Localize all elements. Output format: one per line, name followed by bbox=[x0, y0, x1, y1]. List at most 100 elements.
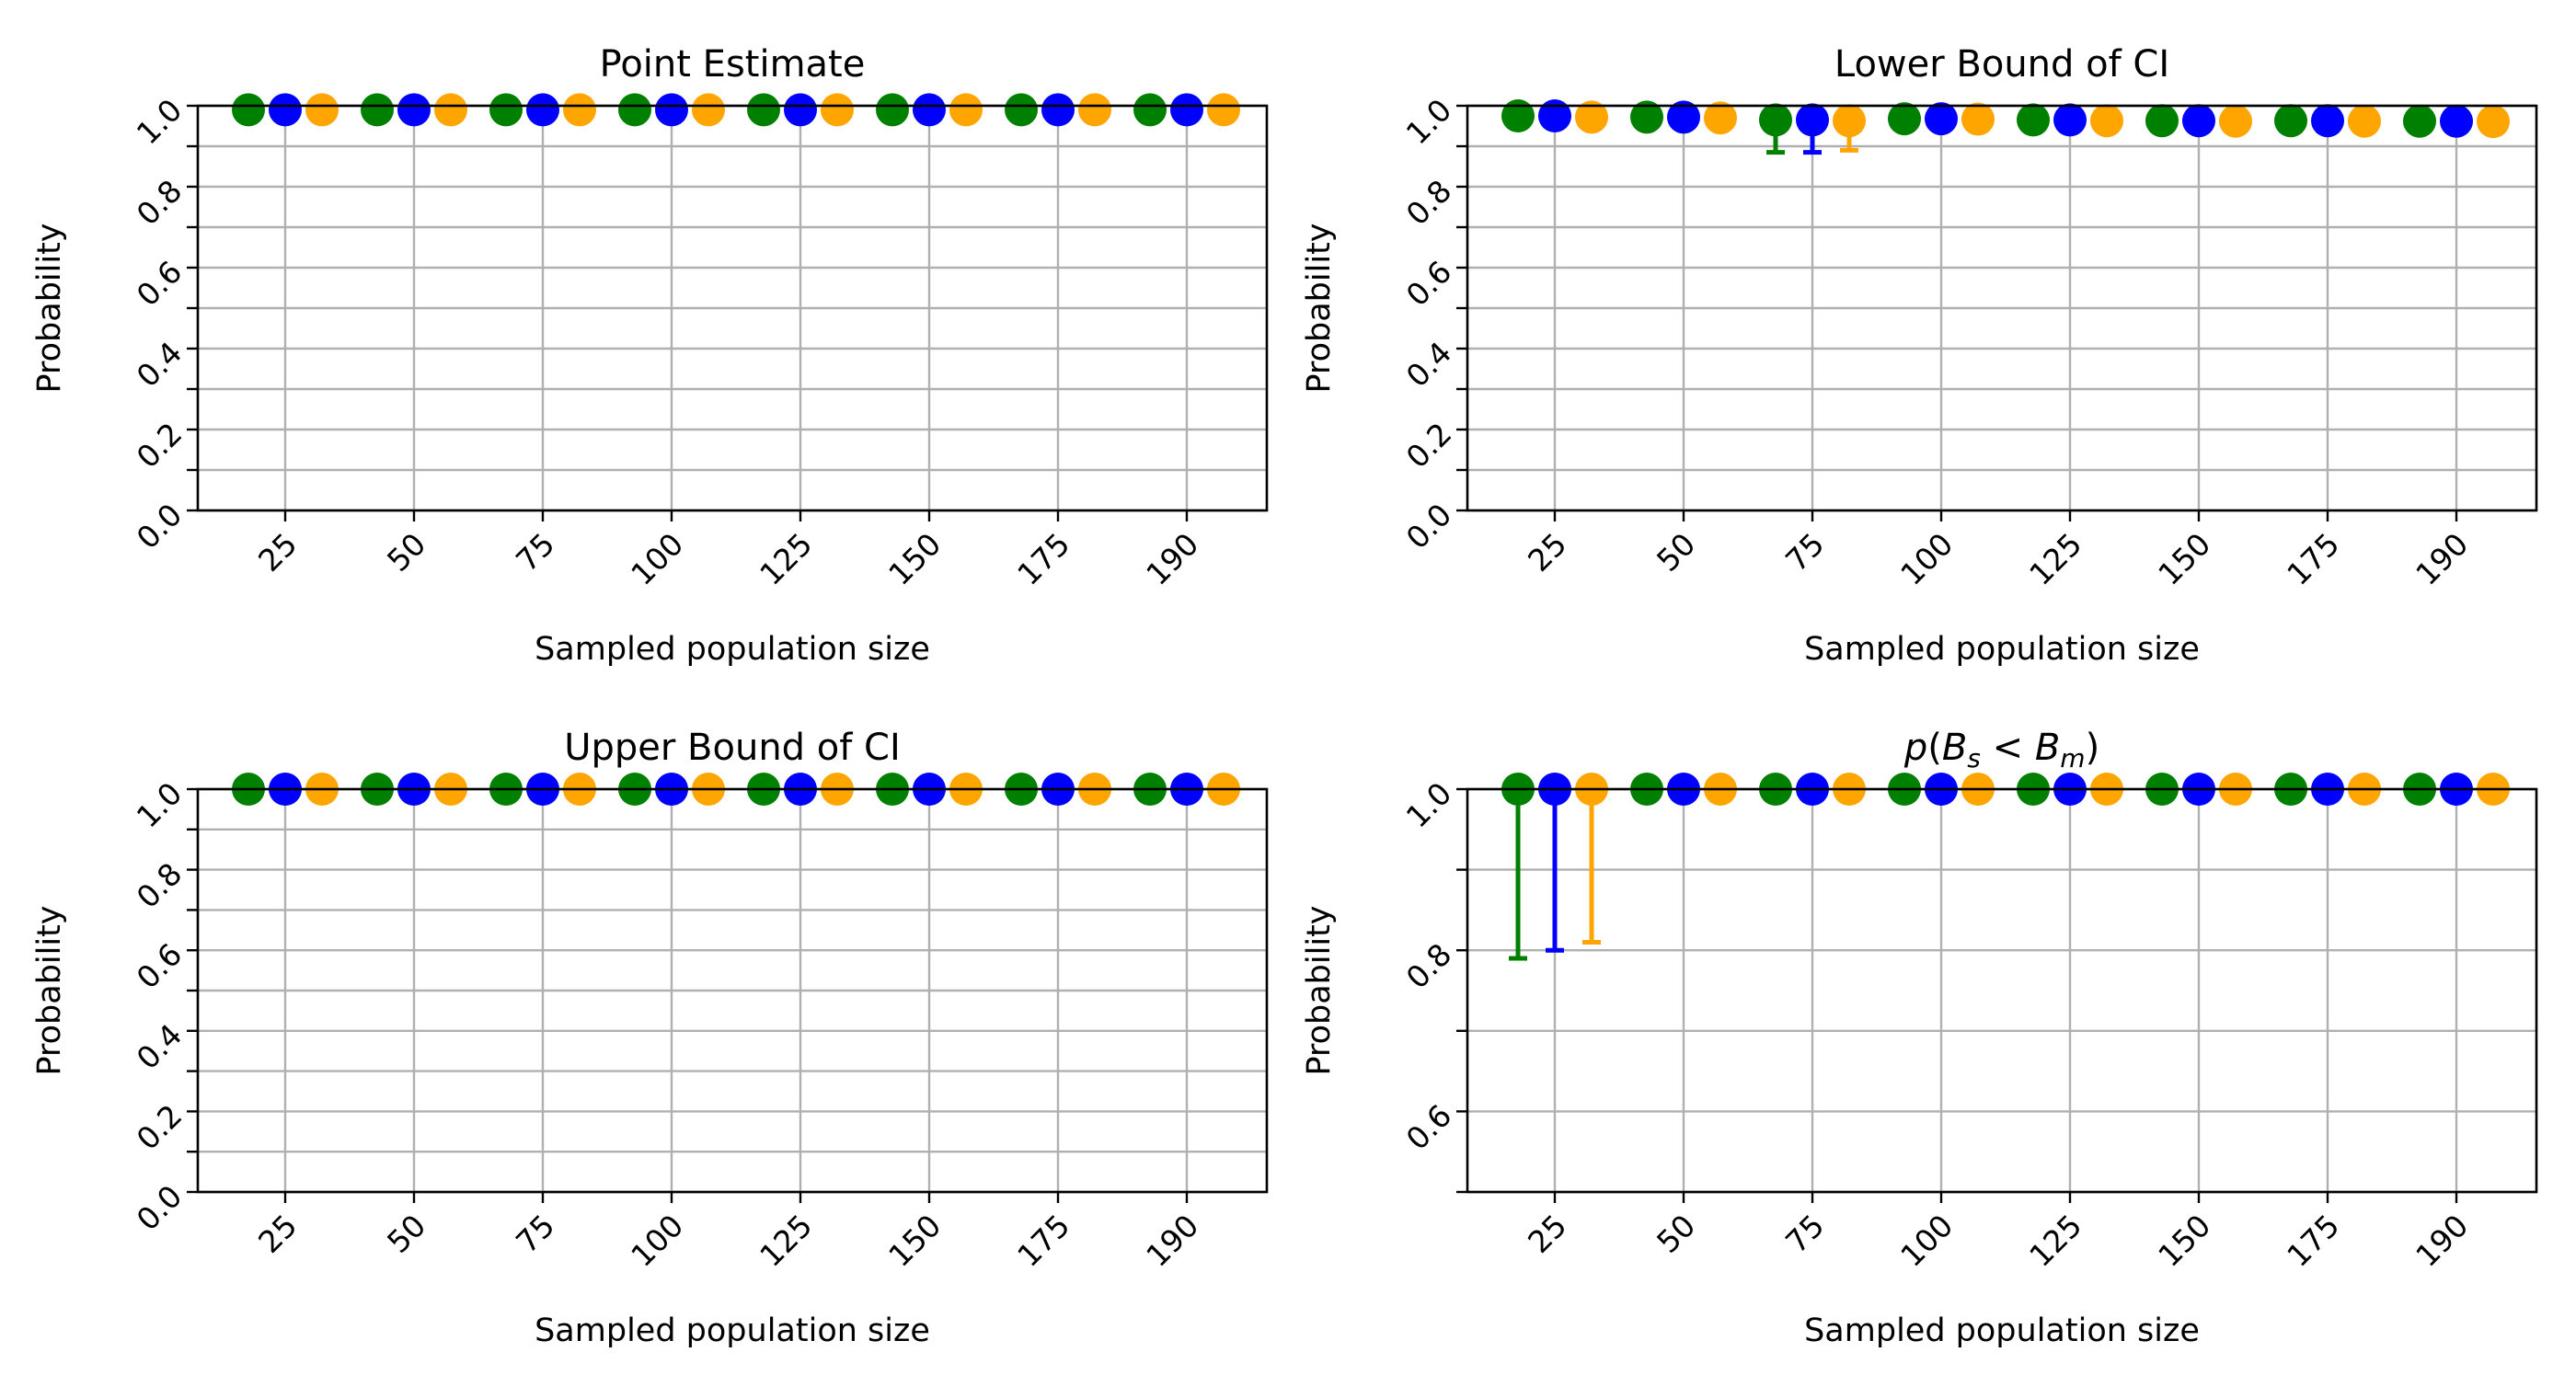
x-tick-label: 175 bbox=[1010, 526, 1076, 592]
x-tick-label: 100 bbox=[1893, 1208, 1960, 1274]
y-tick-label: 0.4 bbox=[1399, 335, 1459, 395]
x-tick-label: 150 bbox=[881, 1208, 948, 1274]
y-tick-label: 0.2 bbox=[1399, 416, 1459, 476]
data-point bbox=[1133, 93, 1167, 127]
y-tick-label: 0.6 bbox=[130, 254, 190, 314]
data-point bbox=[2440, 104, 2473, 138]
data-point bbox=[1005, 93, 1038, 127]
y-tick-label: 0.0 bbox=[130, 497, 190, 556]
subplot-title: Lower Bound of CI bbox=[1834, 43, 2169, 86]
y-tick-label: 0.2 bbox=[130, 1097, 190, 1157]
y-tick-label: 0.6 bbox=[1399, 1097, 1459, 1157]
data-point bbox=[692, 93, 725, 127]
subplot-4: 0.6 0.8 1.0 25 50 75 100 125 150 175 190 p(Bs < Bm)… bbox=[1301, 727, 2538, 1349]
data-point bbox=[1961, 102, 1995, 136]
axes-frame bbox=[1466, 787, 2538, 1194]
x-tick-label: 175 bbox=[1010, 1208, 1076, 1274]
x-tick-label: 125 bbox=[753, 1208, 819, 1274]
x-tick-label: 175 bbox=[2280, 1208, 2346, 1274]
data-point bbox=[269, 93, 302, 127]
data-point bbox=[2311, 104, 2344, 138]
data-point bbox=[2090, 104, 2123, 138]
y-tick-label: 0.0 bbox=[130, 1178, 190, 1238]
data-point bbox=[563, 93, 596, 127]
x-tick-label: 50 bbox=[1650, 526, 1702, 579]
x-tick-label: 100 bbox=[624, 526, 690, 592]
data-point bbox=[1704, 101, 1737, 135]
subplot-title: p(Bs < Bm) bbox=[1903, 727, 2099, 773]
subplot-title: Upper Bound of CI bbox=[564, 727, 901, 769]
x-tick-label: 25 bbox=[251, 1208, 304, 1260]
data-point bbox=[2348, 104, 2381, 138]
y-axis-label: Probability bbox=[1301, 905, 1338, 1075]
data-point bbox=[2274, 104, 2307, 138]
data-point bbox=[397, 93, 431, 127]
y-axis-label: Probability bbox=[1301, 223, 1338, 393]
y-tick-label: 0.2 bbox=[130, 416, 190, 476]
data-point bbox=[1667, 100, 1700, 134]
y-tick-label: 0.8 bbox=[130, 173, 190, 233]
y-tick-label: 1.0 bbox=[1399, 92, 1459, 152]
data-layer bbox=[1501, 773, 2510, 961]
data-point bbox=[1207, 93, 1240, 127]
x-tick-label: 25 bbox=[251, 526, 304, 579]
data-point bbox=[489, 93, 523, 127]
data-point bbox=[2017, 103, 2050, 137]
y-axis-label: Probability bbox=[31, 905, 68, 1075]
x-tick-label: 125 bbox=[2022, 1208, 2088, 1274]
data-point bbox=[747, 93, 780, 127]
subplot-3: 0.0 0.2 0.4 0.6 0.8 1.0 25 50 75 100 125 150 175 190 U… bbox=[31, 727, 1269, 1349]
data-point bbox=[2145, 104, 2179, 138]
y-tick-label: 0.8 bbox=[1399, 173, 1459, 233]
data-point bbox=[1796, 103, 1829, 137]
data-point bbox=[305, 93, 339, 127]
data-point bbox=[361, 93, 394, 127]
data-point bbox=[1759, 103, 1792, 137]
data-point bbox=[2182, 104, 2215, 138]
data-point bbox=[1501, 99, 1535, 132]
x-tick-label: 50 bbox=[1650, 1208, 1702, 1260]
x-tick-label: 190 bbox=[2409, 1208, 2475, 1274]
y-tick-label: 1.0 bbox=[1399, 775, 1459, 835]
x-tick-label: 25 bbox=[1521, 526, 1573, 579]
data-point bbox=[1925, 102, 1958, 136]
data-point bbox=[2053, 103, 2087, 137]
data-point bbox=[2403, 104, 2436, 138]
data-point bbox=[434, 93, 467, 127]
data-point bbox=[2219, 104, 2252, 138]
x-tick-label: 125 bbox=[753, 526, 819, 592]
y-tick-label: 0.4 bbox=[130, 335, 190, 395]
x-tick-label: 100 bbox=[1893, 526, 1960, 592]
data-point bbox=[618, 93, 651, 127]
y-tick-label: 0.4 bbox=[130, 1017, 190, 1077]
data-layer bbox=[232, 93, 1240, 127]
data-point bbox=[913, 93, 946, 127]
data-point bbox=[1630, 100, 1663, 134]
x-tick-label: 150 bbox=[881, 526, 948, 592]
y-tick-label: 0.8 bbox=[1399, 936, 1459, 996]
y-tick-label: 0.0 bbox=[1399, 497, 1459, 556]
data-layer bbox=[1501, 99, 2510, 155]
x-tick-label: 150 bbox=[2151, 1208, 2217, 1274]
x-tick-label: 190 bbox=[1139, 1208, 1205, 1274]
x-tick-label: 75 bbox=[1778, 1208, 1831, 1260]
x-tick-label: 50 bbox=[380, 526, 432, 579]
data-point bbox=[526, 93, 559, 127]
x-axis-label: Sampled population size bbox=[1804, 1312, 2200, 1349]
data-point bbox=[876, 93, 909, 127]
x-axis-label: Sampled population size bbox=[535, 631, 930, 668]
x-tick-label: 50 bbox=[380, 1208, 432, 1260]
x-tick-label: 150 bbox=[2151, 526, 2217, 592]
subplot-title: Point Estimate bbox=[600, 43, 866, 86]
x-axis-label: Sampled population size bbox=[535, 1312, 930, 1349]
data-point bbox=[2477, 105, 2510, 139]
subplot-1: 0.0 0.2 0.4 0.6 0.8 1.0 25 50 75 100 125 150 175 190 P… bbox=[31, 43, 1269, 668]
data-point bbox=[784, 93, 817, 127]
axes-frame bbox=[1466, 104, 2538, 512]
data-point bbox=[1170, 93, 1203, 127]
data-point bbox=[1833, 104, 1866, 138]
data-point bbox=[1575, 100, 1608, 134]
axes-frame bbox=[196, 787, 1269, 1194]
data-point bbox=[655, 93, 688, 127]
